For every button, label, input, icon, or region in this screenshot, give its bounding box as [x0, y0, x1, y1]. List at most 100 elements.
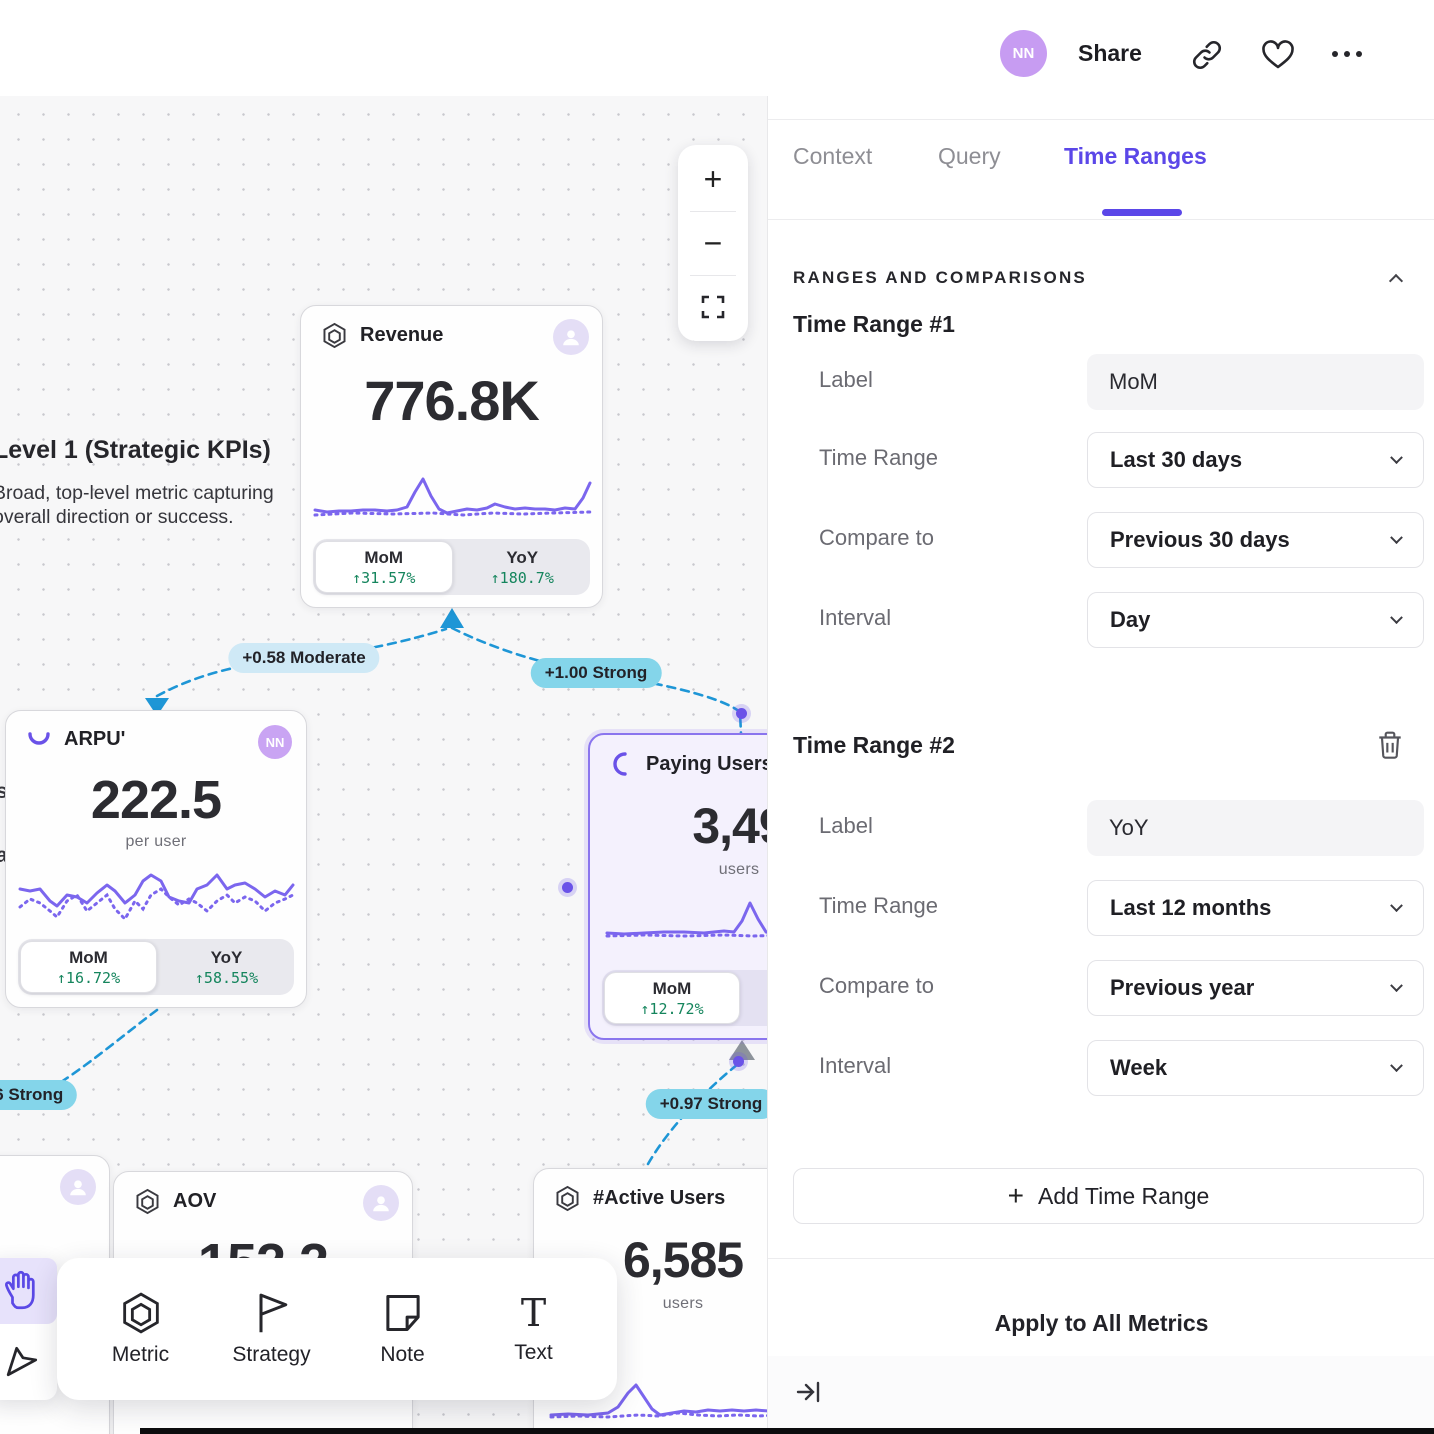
collapse-section-chevron-icon[interactable]: [1388, 273, 1404, 289]
add-note-button[interactable]: Note: [343, 1291, 463, 1367]
zoom-in-button[interactable]: +: [703, 160, 723, 197]
more-options-button[interactable]: [1332, 51, 1362, 57]
fullscreen-button[interactable]: [691, 285, 735, 329]
apply-all-metrics-button[interactable]: Apply to All Metrics: [994, 1310, 1209, 1336]
label-input[interactable]: YoY: [1087, 800, 1424, 856]
correlation-badge[interactable]: 66 Strong: [0, 1080, 78, 1110]
share-button[interactable]: Share: [1078, 40, 1142, 66]
metric-tree-canvas[interactable]: Level 1 (Strategic KPIs) Broad, top-leve…: [0, 96, 767, 1434]
tool-label: Note: [380, 1343, 425, 1366]
flag-icon: [258, 1293, 287, 1333]
toggle-yoy[interactable]: YoY ↑58.55%: [159, 939, 294, 995]
toggle-percent: ↑16.72%: [56, 968, 121, 987]
collapse-panel-button[interactable]: [796, 1380, 822, 1409]
interval-select[interactable]: Day: [1087, 592, 1424, 648]
metric-value: 3,49: [692, 798, 767, 854]
label-input[interactable]: MoM: [1087, 354, 1424, 410]
add-text-button[interactable]: T Text: [474, 1293, 594, 1365]
arrowhead-into-arpu: [145, 698, 169, 716]
select-value: Previous 30 days: [1110, 527, 1290, 552]
canvas-zoom-controls: + −: [678, 145, 748, 341]
toggle-label: MoM: [652, 978, 692, 998]
window-edge-bar: [140, 1428, 1434, 1434]
level-note-title: Level 1 (Strategic KPIs): [0, 436, 271, 464]
inspector-panel: Context Query Time Ranges RANGES AND COM…: [767, 96, 1434, 1434]
toggle-mom[interactable]: MoM ↑16.72%: [20, 941, 157, 993]
metric-hexagon-icon: [323, 322, 346, 349]
correlation-badge-label: 66 Strong: [0, 1085, 64, 1104]
connector-handle[interactable]: [736, 708, 747, 719]
tool-label: Strategy: [232, 1343, 311, 1366]
add-strategy-button[interactable]: Strategy: [212, 1291, 332, 1367]
toggle-yoy[interactable]: [742, 970, 767, 1026]
metric-card-arpu[interactable]: ARPU' NN 222.5 per user MoM ↑16.72% YoY …: [5, 710, 307, 1008]
toggle-mom[interactable]: MoM ↑12.72%: [604, 972, 740, 1024]
toggle-mom[interactable]: MoM ↑31.57%: [315, 541, 453, 593]
active-tab-indicator: [1102, 209, 1182, 216]
correlation-badge[interactable]: +0.97 Strong: [645, 1089, 767, 1119]
tab-time-ranges[interactable]: Time Ranges: [1064, 143, 1207, 169]
arrowhead-into-paying: [729, 1040, 755, 1060]
arrowhead-into-revenue: [440, 608, 464, 628]
plus-icon: +: [1007, 1180, 1025, 1211]
toggle-label: MoM: [364, 547, 404, 567]
toggle-label: MoM: [69, 947, 108, 967]
metric-card-paying-users[interactable]: Paying Users' 3,49 users MoM ↑12.72%: [588, 733, 767, 1040]
time-range-select[interactable]: Last 12 months: [1087, 880, 1424, 936]
favorite-button[interactable]: [1260, 37, 1296, 71]
add-time-range-button[interactable]: + Add Time Range: [793, 1168, 1424, 1224]
compare-to-select[interactable]: Previous year: [1087, 960, 1424, 1016]
time-range-2-title: Time Range #2: [793, 732, 955, 758]
toggle-label: YoY: [506, 547, 539, 567]
user-avatar[interactable]: NN: [1000, 30, 1047, 77]
edge-revenue-paying: [450, 626, 743, 736]
correlation-edges: [40, 608, 755, 1166]
interval-select[interactable]: Week: [1087, 1040, 1424, 1096]
chevron-down-icon: [1390, 530, 1403, 544]
collapse-right-icon: [796, 1381, 820, 1403]
divider: [690, 210, 736, 212]
owner-avatar: NN: [258, 725, 292, 759]
tab-query[interactable]: Query: [938, 143, 1001, 169]
level-note-line2: overall direction or success.: [0, 506, 234, 528]
card-title: ARPU': [64, 727, 126, 750]
select-tool-button[interactable]: [0, 1328, 57, 1394]
ellipsis-icon: [1332, 51, 1338, 57]
correlation-badge[interactable]: +0.58 Moderate: [228, 643, 380, 673]
copy-link-button[interactable]: [1190, 38, 1224, 72]
metric-unit: users: [662, 1295, 704, 1312]
delete-time-range-button[interactable]: [1376, 730, 1404, 765]
metric-value: 6,585: [622, 1232, 744, 1288]
metric-hexagon-icon: [556, 1185, 579, 1212]
select-value: Previous year: [1110, 975, 1255, 1000]
chevron-down-icon: [1390, 610, 1403, 624]
chevron-down-icon: [1390, 1058, 1403, 1072]
tab-context[interactable]: Context: [793, 143, 873, 169]
zoom-out-button[interactable]: −: [703, 224, 723, 261]
correlation-badge-label: +0.97 Strong: [659, 1094, 763, 1113]
toggle-percent: ↑12.72%: [640, 999, 704, 1018]
sparkline-chart: [313, 477, 592, 517]
connector-handle[interactable]: [562, 882, 573, 893]
metric-card-revenue[interactable]: Revenue 776.8K MoM ↑31.57% YoY ↑180.7%: [300, 305, 603, 608]
owner-avatar-icon: [553, 319, 589, 355]
hand-tool-button[interactable]: [0, 1258, 57, 1324]
compare-to-select[interactable]: Previous 30 days: [1087, 512, 1424, 568]
ellipsis-icon: [1344, 51, 1350, 57]
add-metric-button[interactable]: Metric: [81, 1291, 201, 1367]
crescent-icon: [613, 752, 627, 776]
heart-icon: [1262, 40, 1294, 69]
toggle-yoy[interactable]: YoY ↑180.7%: [455, 539, 591, 595]
metric-value: 222.5: [90, 770, 222, 830]
tool-label: Text: [514, 1341, 553, 1364]
label-input-value: MoM: [1109, 369, 1158, 394]
top-bar: NN Share: [0, 0, 1434, 96]
connector-handle[interactable]: [733, 1056, 744, 1067]
time-range-select[interactable]: Last 30 days: [1087, 432, 1424, 488]
divider: [768, 119, 1434, 120]
correlation-badge[interactable]: +1.00 Strong: [530, 658, 662, 688]
select-value: Last 30 days: [1110, 447, 1243, 472]
clipped-text-fragment: a: [0, 844, 8, 867]
text-icon: T: [520, 1291, 547, 1335]
